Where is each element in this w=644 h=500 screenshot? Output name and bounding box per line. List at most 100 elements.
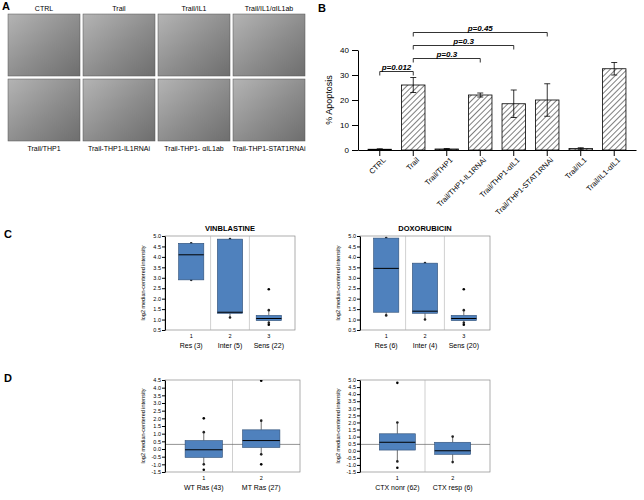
panel-letter: B <box>318 2 326 14</box>
tick: 2.5 <box>348 285 360 291</box>
median <box>179 254 204 255</box>
box <box>185 441 222 458</box>
group-separator <box>405 236 406 330</box>
tick-label: Trail/THP1 <box>423 156 455 188</box>
tick-label: 5.0 <box>348 233 356 239</box>
tick: CTRL <box>367 150 387 176</box>
group-number: 1 <box>202 475 205 481</box>
tick: -1.0 <box>152 462 165 468</box>
outlier <box>268 288 271 291</box>
tick: -1.5 <box>347 469 360 475</box>
outlier <box>268 323 271 326</box>
tick-mark <box>357 444 360 445</box>
outlier <box>463 323 466 326</box>
tick-mark <box>162 299 165 300</box>
tick-label: 4.0 <box>153 254 161 260</box>
tick-label: 2.0 <box>153 416 161 422</box>
whisker-end <box>268 309 271 312</box>
tick: Trail/IL1-αIL1 <box>584 150 622 193</box>
tick: 10 <box>340 121 358 130</box>
tick: Trail/THP1-IL1RNAi <box>435 150 488 209</box>
tick-mark <box>357 320 360 321</box>
category-label: CTX nonr (62) <box>375 484 419 492</box>
whisker <box>261 421 262 430</box>
panel-letter: A <box>2 0 10 12</box>
tick-label: 30 <box>340 71 349 80</box>
tick-mark <box>547 150 548 156</box>
tick-label: 4.5 <box>348 384 356 390</box>
bar <box>435 149 458 150</box>
tick: 1.5 <box>348 427 360 433</box>
tick-mark <box>580 150 581 156</box>
micrograph <box>8 79 80 141</box>
tick: 20 <box>340 96 358 105</box>
plot-frame <box>165 380 300 472</box>
micrograph <box>233 79 305 141</box>
tick-label: 3.5 <box>153 393 161 399</box>
axis-line <box>165 381 166 473</box>
outlier <box>260 380 263 382</box>
tick: 0.0 <box>153 446 165 452</box>
box <box>243 430 280 448</box>
tick-label: Trail/IL1 <box>563 156 588 181</box>
tick-mark <box>513 150 514 156</box>
tick-mark <box>357 458 360 459</box>
tick: 2.5 <box>153 285 165 291</box>
whisker-end <box>385 314 388 317</box>
figure: ACTRLTrailTrail/IL1Trail/IL1/αIL1abTrail… <box>0 0 644 500</box>
median <box>379 442 415 443</box>
tick: 3.0 <box>348 406 360 412</box>
whisker-end <box>451 435 454 438</box>
tick: 0 <box>345 146 358 155</box>
plot-area <box>165 380 300 471</box>
image-label: Trail-THP1-STAT1RNAi <box>233 145 306 152</box>
tick-mark <box>357 430 360 431</box>
tick-mark <box>162 330 165 331</box>
tick-label: 3.5 <box>348 265 356 271</box>
tick-label: -0.5 <box>347 455 356 461</box>
median <box>435 450 471 451</box>
tick: 2.0 <box>348 420 360 426</box>
box <box>412 263 437 313</box>
group-number: 3 <box>267 333 270 339</box>
tick-mark <box>162 236 165 237</box>
group-separator <box>425 380 426 472</box>
tick-label: 2.0 <box>153 296 161 302</box>
outlier <box>202 468 205 471</box>
tick-mark <box>162 464 165 465</box>
image-label: Trail-THP1-IL1RNAi <box>88 145 150 152</box>
tick-mark <box>162 267 165 268</box>
y-axis: -1.5-1.0-0.50.00.51.01.52.02.53.03.54.04… <box>152 377 166 475</box>
whisker-end <box>424 318 427 321</box>
tick-label: 1.0 <box>348 434 356 440</box>
axis-line <box>358 51 359 151</box>
image-label: Trail/THP1 <box>27 145 60 152</box>
plot-area <box>374 237 477 326</box>
y-axis-title: log2 median-centered intensity <box>140 245 146 320</box>
tick-label: -1.5 <box>347 469 356 475</box>
plot-frame <box>360 380 490 472</box>
tick-label: -1.5 <box>152 469 161 475</box>
tick-label: Trail <box>405 155 422 172</box>
tick-mark <box>357 422 360 423</box>
bar <box>469 95 492 150</box>
tick-label: 2.0 <box>348 420 356 426</box>
tick: 1.5 <box>348 306 360 312</box>
tick: Trail/THP1 <box>423 150 455 187</box>
tick-label: 2.0 <box>348 296 356 302</box>
tick-label: CTRL <box>367 156 387 176</box>
tick-mark <box>162 309 165 310</box>
tick: 5.0 <box>348 233 360 239</box>
significance-bracket <box>413 59 480 63</box>
bar <box>402 85 425 150</box>
tick-mark <box>162 246 165 247</box>
median <box>374 268 399 269</box>
group-separator <box>210 236 211 330</box>
bar <box>368 149 391 150</box>
bar <box>603 69 626 150</box>
annotation: p=0.45 <box>467 24 494 33</box>
tick-mark <box>162 388 165 389</box>
tick-label: 1.0 <box>348 317 356 323</box>
y-axis-title: log2 median-centered intensity <box>335 388 341 463</box>
tick-mark <box>357 246 360 247</box>
